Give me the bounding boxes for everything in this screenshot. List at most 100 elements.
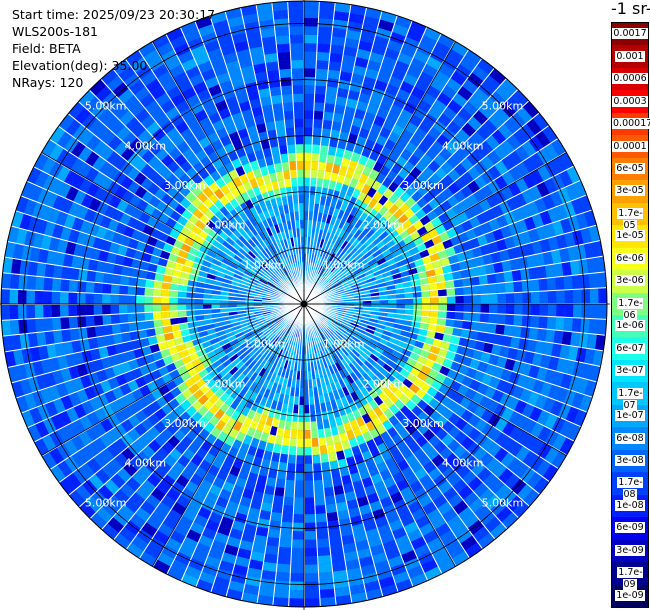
range-gate	[259, 509, 272, 521]
range-gate	[456, 464, 471, 479]
range-gate	[559, 437, 574, 455]
range-gate	[188, 247, 199, 257]
range-gate	[165, 56, 181, 71]
ray-separator	[303, 303, 483, 550]
range-gate	[319, 322, 327, 331]
range-gate	[114, 141, 129, 156]
range-gate	[461, 422, 475, 436]
range-gate	[51, 317, 62, 331]
range-gate	[177, 79, 193, 93]
range-gate	[321, 280, 329, 288]
range-gate	[310, 345, 315, 354]
range-gate	[320, 332, 327, 341]
range-gate	[319, 238, 325, 248]
range-gate	[178, 515, 194, 529]
range-gate	[120, 419, 134, 433]
range-gate	[544, 413, 558, 430]
range-gate	[447, 168, 461, 182]
range-gate	[285, 274, 292, 283]
range-gate	[520, 268, 530, 281]
range-gate	[59, 291, 69, 304]
ray-separator	[224, 11, 305, 305]
range-gate	[365, 273, 375, 280]
range-gate	[295, 135, 304, 145]
range-gate	[290, 272, 295, 281]
range-gate	[424, 336, 435, 346]
range-gate	[102, 283, 112, 294]
range-gate	[286, 238, 292, 248]
range-gate	[157, 552, 175, 567]
range-gate	[164, 332, 174, 342]
range-gate	[521, 189, 535, 205]
range-gate	[522, 173, 537, 189]
range-gate	[278, 462, 288, 472]
range-gate	[263, 328, 272, 336]
range-gate	[323, 111, 334, 122]
range-gate	[300, 228, 304, 237]
range-gate	[35, 421, 50, 438]
range-gate	[266, 256, 275, 265]
range-gate	[576, 212, 589, 230]
range-gate	[253, 256, 263, 265]
range-gate	[578, 259, 589, 275]
range-gate	[315, 412, 323, 422]
range-gate	[68, 229, 80, 244]
range-gate	[285, 247, 291, 256]
range-label: 4.00km	[125, 139, 167, 152]
range-gate	[155, 92, 171, 107]
range-gate	[60, 317, 70, 330]
range-gate	[256, 356, 265, 366]
range-gate	[281, 322, 289, 331]
range-gate	[402, 235, 414, 245]
range-gate	[207, 268, 218, 276]
range-gate	[304, 127, 313, 136]
range-gate	[438, 480, 453, 495]
range-gate	[565, 184, 579, 201]
range-gate	[225, 331, 235, 339]
range-gate	[500, 452, 516, 468]
range-gate	[191, 411, 203, 423]
range-gate	[413, 304, 422, 310]
range-gate	[191, 550, 208, 564]
range-gate	[224, 395, 235, 407]
range-gate	[87, 337, 99, 350]
range-gate	[248, 319, 257, 326]
range-gate	[127, 152, 141, 167]
ray-separator	[303, 255, 604, 305]
range-gate	[359, 504, 372, 516]
range-gate	[319, 580, 334, 590]
range-gate	[372, 453, 385, 466]
range-gate	[362, 251, 372, 260]
range-gate	[235, 382, 245, 393]
range-gate	[109, 195, 122, 209]
range-gate	[362, 225, 372, 236]
range-gate	[174, 337, 184, 346]
range-gate	[237, 413, 247, 424]
range-gate	[391, 378, 403, 389]
range-gate	[110, 304, 120, 315]
range-gate	[209, 393, 220, 405]
range-gate	[382, 210, 393, 221]
range-gate	[336, 501, 348, 512]
range-gate	[441, 85, 457, 100]
range-gate	[227, 266, 237, 274]
range-gate	[307, 370, 312, 380]
range-gate	[432, 99, 447, 113]
range-gate	[394, 186, 406, 198]
range-gate	[271, 503, 283, 514]
range-gate	[379, 63, 394, 76]
range-gate	[323, 340, 330, 349]
range-gate	[460, 436, 475, 450]
range-gate	[293, 336, 298, 346]
range-gate	[281, 277, 289, 286]
range-gate	[216, 469, 229, 481]
range-gate	[26, 290, 35, 304]
range-gate	[408, 246, 420, 256]
range-gate	[358, 442, 370, 454]
range-gate	[488, 304, 498, 314]
range-gate	[322, 359, 329, 368]
range-gate	[503, 325, 514, 337]
range-gate	[225, 385, 236, 396]
range-gate	[405, 411, 418, 423]
range-gate	[219, 402, 230, 413]
